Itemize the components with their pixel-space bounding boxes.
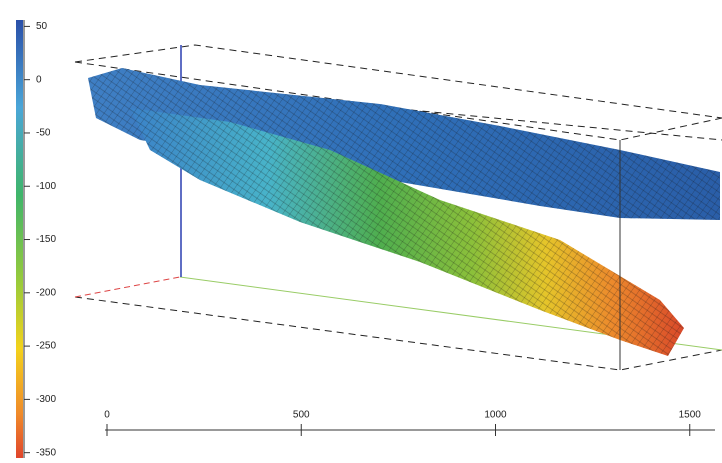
x-tick-label: 1500 — [679, 410, 702, 421]
colorbar-tick-label: -350 — [36, 447, 56, 458]
colorbar-tick-label: 0 — [36, 74, 42, 85]
visualization: 500-50-100-150-200-250-300-3500500100015… — [0, 0, 722, 463]
colorbar — [16, 20, 23, 458]
colorbar-tick-label: -100 — [36, 181, 56, 192]
x-tick-label: 500 — [293, 410, 310, 421]
colorbar-tick-label: -300 — [36, 394, 56, 405]
box-bottom-axis-x — [75, 277, 180, 297]
x-tick-label: 1000 — [484, 410, 507, 421]
x-tick-label: 0 — [104, 410, 110, 421]
colorbar-tick-label: -50 — [36, 128, 51, 139]
colorbar-tick-label: 50 — [36, 21, 48, 32]
colorbar-tick-label: -250 — [36, 341, 56, 352]
colorbar-tick-label: -150 — [36, 234, 56, 245]
colorbar-tick-label: -200 — [36, 287, 56, 298]
